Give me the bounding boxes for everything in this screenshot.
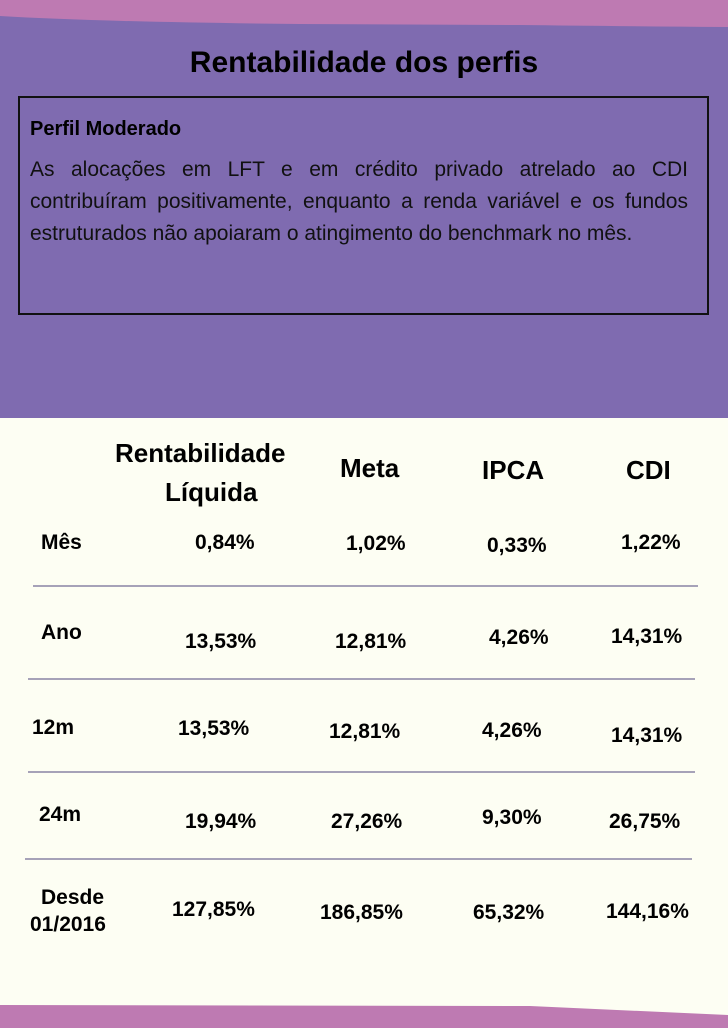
row-label-line2: 01/2016 — [30, 913, 106, 936]
table-cell: 4,26% — [489, 626, 549, 649]
row-label: Ano — [41, 621, 82, 644]
row-label: 12m — [32, 716, 75, 739]
row-label: 24m — [39, 803, 82, 826]
row-divider — [33, 585, 698, 587]
table-cell: 14,31% — [611, 724, 683, 747]
table-cell: 186,85% — [320, 901, 403, 924]
table-cell: 127,85% — [172, 898, 255, 921]
table-cell: 12,81% — [329, 720, 401, 743]
table-cell: 9,30% — [482, 806, 542, 829]
table-cell: 4,26% — [482, 719, 542, 742]
profile-box: Perfil Moderado As alocações em LFT e em… — [18, 96, 709, 315]
header-meta: Meta — [340, 453, 400, 483]
row-divider — [28, 771, 695, 773]
header-cdi: CDI — [626, 455, 671, 485]
top-wave-decoration — [0, 0, 728, 27]
header-liquida: Líquida — [165, 477, 258, 507]
table-cell: 13,53% — [185, 630, 257, 653]
header-rentabilidade: Rentabilidade — [115, 438, 286, 468]
profile-name: Perfil Moderado — [30, 118, 182, 140]
table-cell: 26,75% — [609, 810, 681, 833]
table-cell: 0,84% — [195, 531, 255, 554]
page-title: Rentabilidade dos perfis — [189, 46, 539, 79]
table-cell: 1,02% — [346, 532, 406, 555]
table-cell: 1,22% — [621, 531, 681, 554]
header-panel — [0, 0, 728, 418]
table-cell: 27,26% — [331, 810, 403, 833]
profile-description: As alocações em LFT e em crédito privado… — [30, 158, 688, 245]
table-cell: 65,32% — [473, 901, 545, 924]
table-cell: 19,94% — [185, 810, 257, 833]
table-cell: 0,33% — [487, 534, 547, 557]
table-cell: 14,31% — [611, 625, 683, 648]
bottom-wave-decoration — [0, 1005, 728, 1028]
row-divider — [28, 678, 695, 680]
row-label: Desde — [41, 886, 105, 909]
row-label: Mês — [41, 531, 82, 554]
table-cell: 144,16% — [606, 900, 689, 923]
row-divider — [25, 858, 692, 860]
table-cell: 12,81% — [335, 630, 407, 653]
header-ipca: IPCA — [482, 455, 545, 485]
table-cell: 13,53% — [178, 717, 250, 740]
